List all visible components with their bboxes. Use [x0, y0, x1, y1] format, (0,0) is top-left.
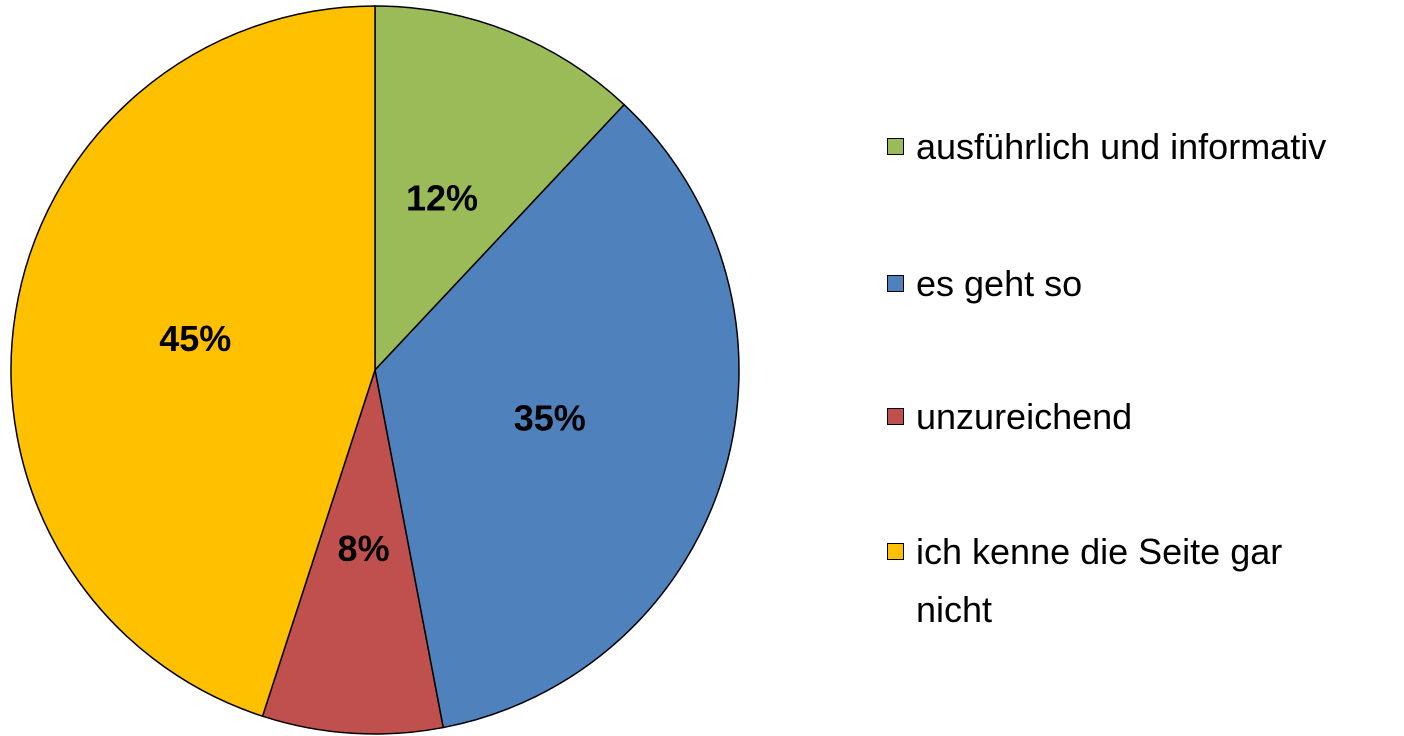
legend-label: ich kenne die Seite gar nicht: [916, 531, 1283, 630]
pie-slice: [10, 5, 376, 718]
pie-slice: [374, 5, 626, 372]
legend-item: ich kenne die Seite gar nicht: [887, 523, 1356, 639]
legend-item: es geht so: [887, 255, 1356, 313]
data-label: 45%: [159, 318, 231, 359]
legend-swatch: [887, 408, 904, 425]
legend-swatch: [887, 543, 904, 560]
data-label: 35%: [514, 397, 586, 438]
legend-label: ausführlich und informativ: [916, 126, 1327, 167]
legend-item: unzureichend: [887, 388, 1356, 446]
legend-item: ausführlich und informativ: [887, 118, 1356, 176]
legend-swatch: [887, 275, 904, 292]
legend-label: unzureichend: [916, 396, 1133, 437]
data-label: 12%: [406, 177, 478, 218]
pie-slice: [261, 369, 445, 735]
pie-slice: [374, 103, 740, 729]
legend-swatch: [887, 138, 904, 155]
data-label: 8%: [338, 528, 390, 569]
legend-label: es geht so: [916, 263, 1083, 304]
